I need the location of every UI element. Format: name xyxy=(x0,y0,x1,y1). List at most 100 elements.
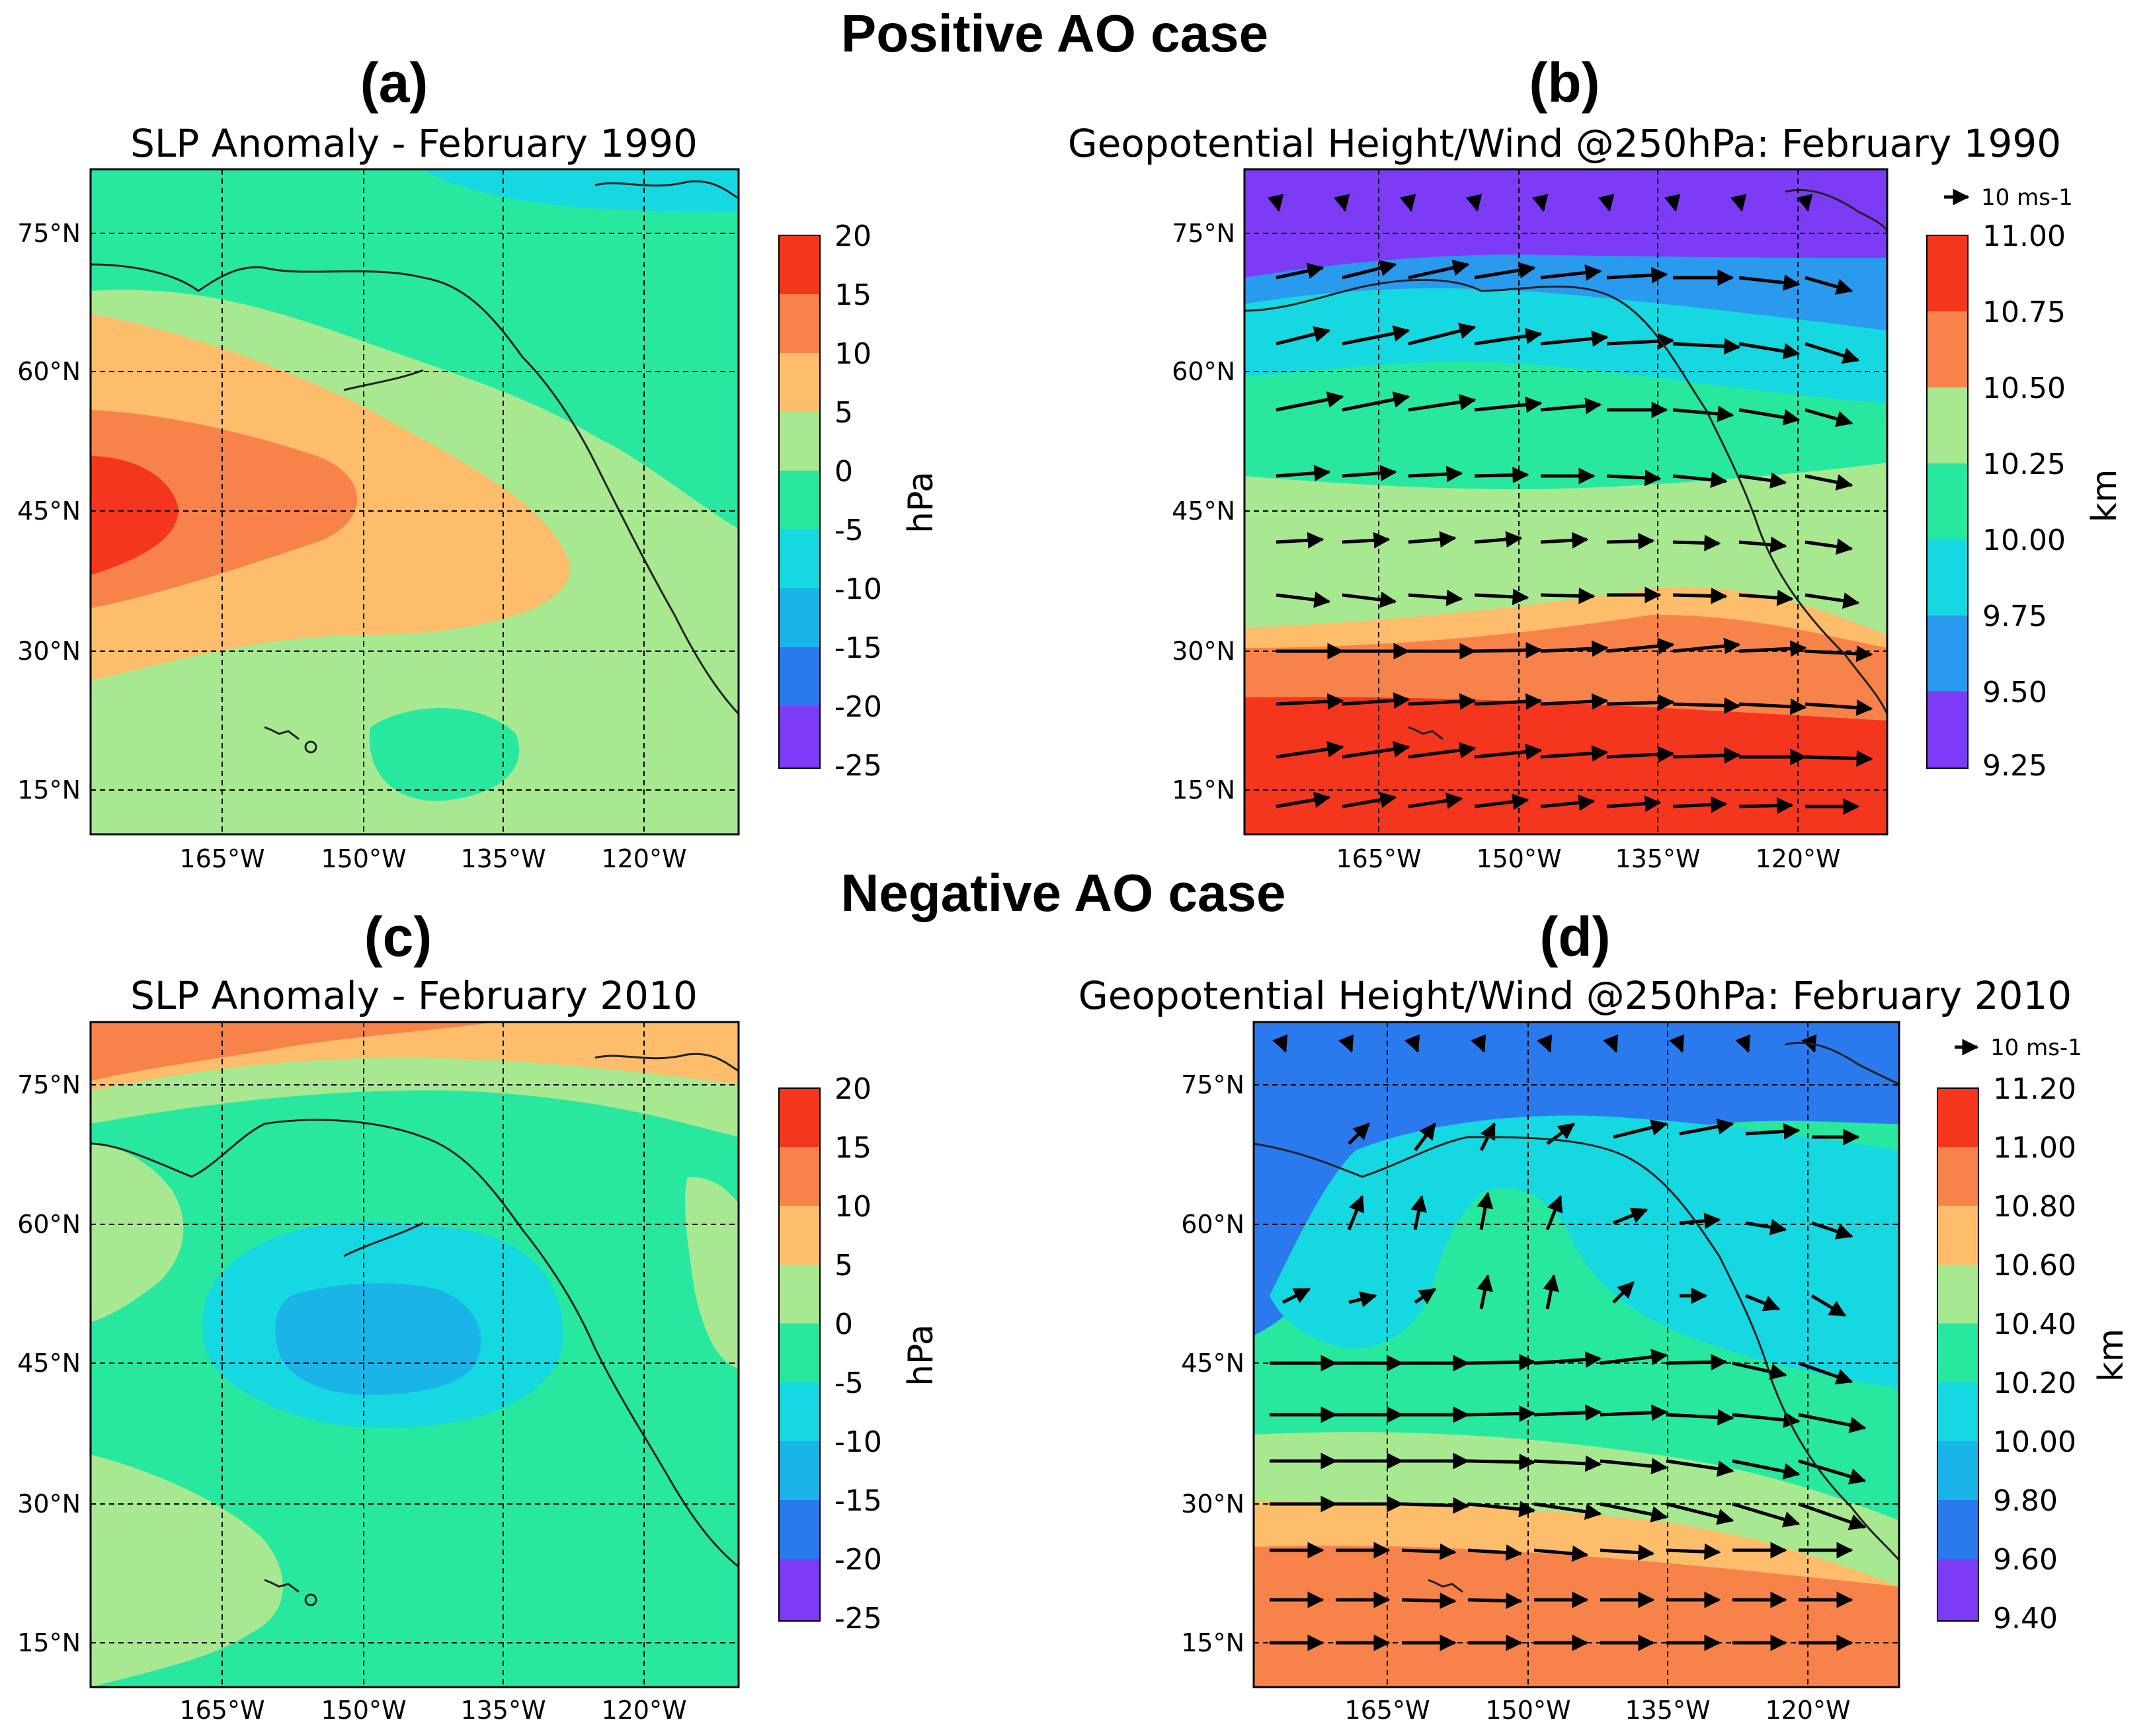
y-tick: 75°N xyxy=(17,219,81,248)
panel-c-y-ticks: 75°N 60°N 45°N 30°N 15°N xyxy=(17,1070,81,1657)
colorbar-tick: 0 xyxy=(834,1308,853,1341)
colorbar-tick: -15 xyxy=(834,631,882,665)
x-tick: 150°W xyxy=(1476,844,1561,873)
colorbar-label: hPa xyxy=(901,471,941,533)
colorbar-tick: 10 xyxy=(834,1190,872,1224)
y-tick: 15°N xyxy=(17,775,81,805)
x-tick: 135°W xyxy=(1625,1696,1710,1725)
panel-d-frame xyxy=(1252,1021,1900,1688)
y-tick: 75°N xyxy=(1181,1070,1244,1099)
colorbar-label: hPa xyxy=(901,1324,941,1386)
panel-d-gridlines xyxy=(1254,1022,1899,1687)
panel-c-field xyxy=(91,1022,739,1687)
panel-b-reference-vector: 10 ms-1 xyxy=(1944,184,2073,211)
x-tick: 135°W xyxy=(460,1696,546,1725)
slp-low-pocket xyxy=(369,708,520,801)
colorbar-tick: 10.00 xyxy=(1982,524,2066,557)
positive-ao-title: Positive AO case xyxy=(841,4,1268,63)
colorbar-tick: 5 xyxy=(834,396,853,430)
colorbar-label: km xyxy=(2092,1329,2131,1382)
y-tick: 30°N xyxy=(1181,1489,1244,1519)
y-tick: 15°N xyxy=(17,1628,81,1657)
colorbar-tick: 9.60 xyxy=(1993,1543,2058,1577)
colorbar-tick: -20 xyxy=(834,1543,882,1577)
y-tick: 45°N xyxy=(1181,1349,1244,1378)
panel-d-wind-vectors xyxy=(1270,1034,1867,1651)
panel-d-x-ticks: 165°W 150°W 135°W 120°W xyxy=(1344,1696,1850,1725)
colorbar-tick: 10.60 xyxy=(1993,1249,2076,1282)
colorbar-tick: 20 xyxy=(834,219,872,253)
slp-ten-to-fifteen-region xyxy=(91,410,357,608)
panel-c-letter: (c) xyxy=(364,906,432,968)
panel-b-frame xyxy=(1243,168,1889,836)
panel-b-gridlines xyxy=(1244,169,1887,834)
y-tick: 15°N xyxy=(1181,1628,1244,1657)
colorbar-tick: 10.75 xyxy=(1982,296,2066,329)
panel-c-title: SLP Anomaly - February 2010 xyxy=(130,973,698,1018)
x-tick: 120°W xyxy=(1765,1696,1850,1725)
colorbar-tick: 9.50 xyxy=(1982,676,2047,709)
colorbar-tick: 9.40 xyxy=(1993,1602,2058,1636)
panel-d-letter: (d) xyxy=(1539,906,1610,968)
panel-d: (d) Geopotential Height/Wind @250hPa: Fe… xyxy=(1078,906,2131,1725)
colorbar-tick: 10.20 xyxy=(1993,1366,2076,1400)
y-tick: 30°N xyxy=(17,637,81,666)
panel-d-y-ticks: 75°N 60°N 45°N 30°N 15°N xyxy=(1181,1070,1244,1657)
panel-a-title: SLP Anomaly - February 1990 xyxy=(130,121,698,166)
height-band xyxy=(1270,1115,1899,1388)
colorbar-label: km xyxy=(2085,469,2125,523)
colorbar-tick: -5 xyxy=(834,514,864,547)
colorbar-tick: 10.80 xyxy=(1993,1190,2076,1224)
y-tick: 60°N xyxy=(17,357,81,386)
y-tick: 60°N xyxy=(17,1210,81,1239)
x-tick: 165°W xyxy=(179,1696,264,1725)
colorbar-tick: -25 xyxy=(834,749,882,783)
slp-zero-to-five-region xyxy=(91,1454,283,1687)
height-band xyxy=(1244,697,1887,834)
y-tick: 15°N xyxy=(1172,775,1235,805)
colorbar-tick: 10.25 xyxy=(1982,448,2066,481)
y-tick: 60°N xyxy=(1181,1210,1244,1239)
height-band xyxy=(1254,1546,1899,1687)
y-tick: 45°N xyxy=(17,496,81,526)
x-tick: 150°W xyxy=(321,844,406,873)
panel-b-colorbar: 11.00 10.75 10.50 10.25 10.00 9.75 9.50 … xyxy=(1926,219,2125,783)
x-tick: 120°W xyxy=(601,1696,686,1725)
y-tick: 45°N xyxy=(1172,496,1235,526)
panel-a-field xyxy=(91,169,739,834)
colorbar-tick: 15 xyxy=(834,1131,872,1165)
y-tick: 75°N xyxy=(17,1070,81,1099)
colorbar-tick: 11.20 xyxy=(1993,1072,2076,1106)
colorbar-tick: 20 xyxy=(834,1072,872,1106)
panel-b-x-ticks: 165°W 150°W 135°W 120°W xyxy=(1336,844,1840,873)
colorbar-tick: -25 xyxy=(834,1602,882,1636)
slp-low-center xyxy=(275,1283,481,1395)
panel-a-y-ticks: 75°N 60°N 45°N 30°N 15°N xyxy=(17,219,81,805)
reference-vector-label: 10 ms-1 xyxy=(1981,184,2073,211)
colorbar-tick: 11.00 xyxy=(1982,219,2066,253)
panel-c-frame xyxy=(89,1021,740,1688)
colorbar-tick: 0 xyxy=(834,455,853,489)
panel-c-gridlines xyxy=(91,1022,739,1687)
panel-a-letter: (a) xyxy=(360,52,428,114)
x-tick: 165°W xyxy=(1344,1696,1430,1725)
panel-d-title: Geopotential Height/Wind @250hPa: Februa… xyxy=(1078,973,2072,1018)
panel-a: (a) SLP Anomaly - February 1990 xyxy=(17,52,941,873)
y-tick: 30°N xyxy=(1172,637,1235,666)
x-tick: 120°W xyxy=(601,844,686,873)
x-tick: 165°W xyxy=(1336,844,1421,873)
colorbar-tick: 10.00 xyxy=(1993,1425,2076,1459)
colorbar-tick: 10 xyxy=(834,337,872,371)
panel-a-coastline xyxy=(90,180,740,754)
panel-d-colorbar: 11.20 11.00 10.80 10.60 10.40 10.20 10.0… xyxy=(1937,1072,2131,1636)
colorbar-tick: -10 xyxy=(834,572,882,606)
panel-c-x-ticks: 165°W 150°W 135°W 120°W xyxy=(179,1696,686,1725)
panel-b-title: Geopotential Height/Wind @250hPa: Februa… xyxy=(1068,121,2061,166)
colorbar-tick: -10 xyxy=(834,1425,882,1459)
slp-high-center xyxy=(91,456,179,575)
x-tick: 150°W xyxy=(321,1696,406,1725)
slp-arctic-negative xyxy=(423,169,739,212)
panel-c-colorbar: 20 15 10 5 0 -5 -10 -15 -20 -25 hPa xyxy=(778,1072,941,1636)
negative-ao-title: Negative AO case xyxy=(841,863,1286,922)
